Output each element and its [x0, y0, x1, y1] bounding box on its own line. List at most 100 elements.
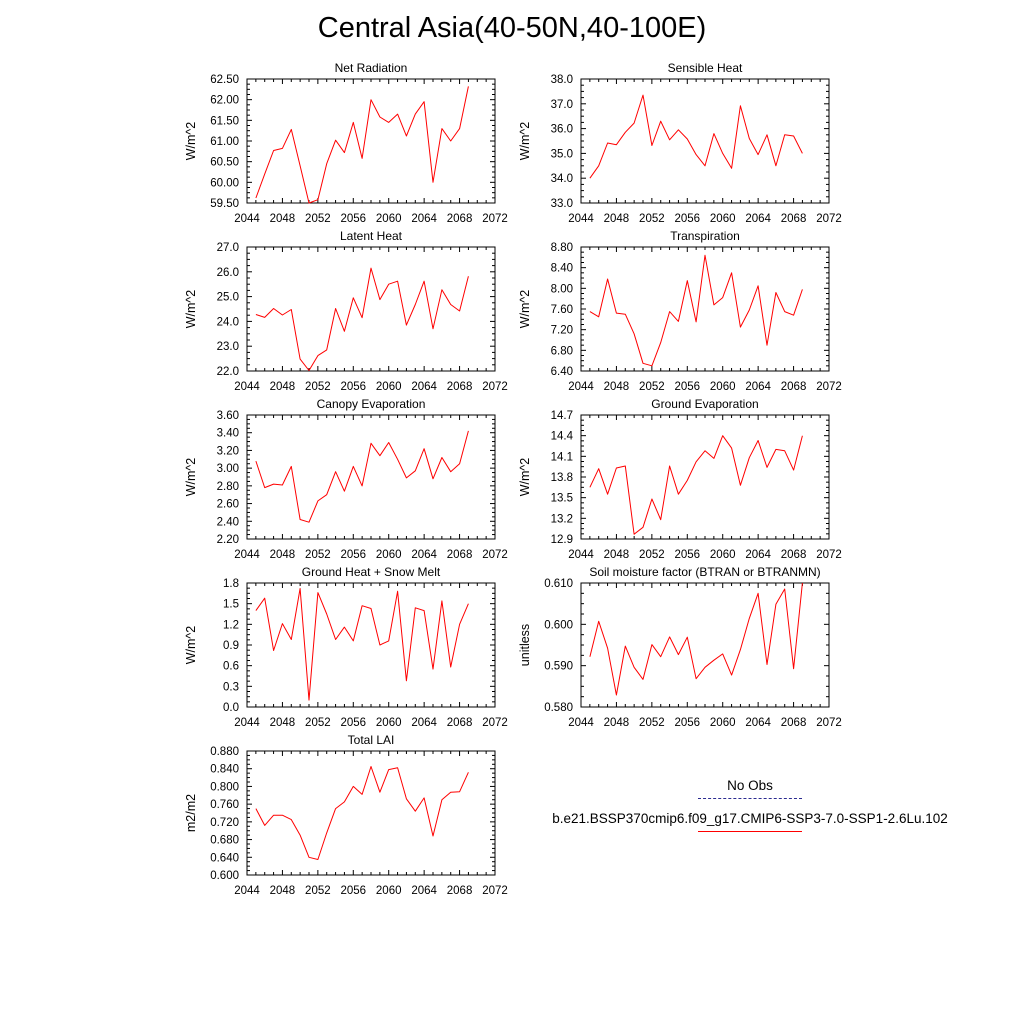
- y-tick-label: 22.0: [217, 366, 239, 378]
- panel-4: Transpiration W/m^2 2044 2048 2052 2056 2060 20…: [518, 229, 842, 393]
- data-point: [695, 320, 698, 323]
- y-tick-label: 13.2: [551, 513, 573, 525]
- x-tick-label: 2052: [305, 213, 331, 225]
- y-tick-label: 2.20: [217, 534, 239, 546]
- data-point: [783, 449, 786, 452]
- x-tick-label: 2060: [710, 381, 736, 393]
- data-point: [650, 144, 653, 147]
- data-point: [387, 283, 390, 286]
- y-tick-label: 0.3: [223, 681, 239, 693]
- data-point: [650, 364, 653, 367]
- data-point: [272, 483, 275, 486]
- data-point: [343, 490, 346, 493]
- y-tick-label: 14.4: [551, 431, 574, 443]
- data-point: [721, 152, 724, 155]
- data-point: [370, 765, 373, 768]
- x-tick-label: 2064: [745, 717, 771, 729]
- y-tick-label: 13.5: [551, 493, 573, 505]
- y-tick-label: 1.5: [223, 599, 239, 611]
- data-point: [597, 620, 600, 623]
- data-point: [440, 456, 443, 459]
- y-tick-label: 1.2: [223, 619, 239, 631]
- data-point: [757, 153, 760, 156]
- data-point: [597, 315, 600, 318]
- data-point: [396, 113, 399, 116]
- data-point: [432, 835, 435, 838]
- data-point: [766, 133, 769, 136]
- y-tick-label: 12.9: [551, 534, 573, 546]
- y-axis-label: W/m^2: [518, 122, 532, 161]
- data-point: [449, 791, 452, 794]
- x-tick-label: 2056: [340, 381, 366, 393]
- data-point: [387, 121, 390, 124]
- y-tick-label: 37.0: [551, 99, 573, 111]
- data-point: [405, 324, 408, 327]
- x-tick-label: 2064: [411, 381, 437, 393]
- data-point: [458, 127, 461, 130]
- data-point: [624, 131, 627, 134]
- plot-frame: [246, 246, 496, 372]
- data-point: [712, 659, 715, 662]
- x-tick-label: 2056: [340, 213, 366, 225]
- data-point: [334, 638, 337, 641]
- data-point: [467, 275, 470, 278]
- x-tick-label: 2044: [234, 885, 260, 897]
- series-line-1: [589, 254, 803, 367]
- data-point: [378, 644, 381, 647]
- data-point: [467, 85, 470, 88]
- series-line-1: [255, 588, 469, 701]
- data-point: [432, 181, 435, 184]
- plot-frame: [246, 78, 496, 204]
- data-point: [308, 521, 311, 524]
- x-tick-label: 2048: [604, 381, 630, 393]
- data-point: [414, 303, 417, 306]
- data-point: [334, 139, 337, 142]
- data-point: [686, 138, 689, 141]
- data-point: [783, 310, 786, 313]
- data-point: [659, 120, 662, 123]
- data-point: [432, 327, 435, 330]
- series-line-1: [255, 430, 469, 523]
- y-tick-label: 0.680: [210, 835, 239, 847]
- x-tick-label: 2068: [781, 549, 807, 561]
- y-tick-label: 0.720: [210, 817, 239, 829]
- data-point: [695, 677, 698, 680]
- x-tick-label: 2068: [447, 717, 473, 729]
- data-point: [387, 639, 390, 642]
- y-tick-label: 3.40: [217, 428, 239, 440]
- data-point: [792, 314, 795, 317]
- data-point: [801, 152, 804, 155]
- data-point: [281, 484, 284, 487]
- x-tick-label: 2072: [816, 213, 842, 225]
- data-point: [606, 493, 609, 496]
- data-point: [370, 442, 373, 445]
- x-tick-label: 2060: [376, 549, 402, 561]
- x-tick-label: 2048: [604, 213, 630, 225]
- series-line-1: [255, 267, 469, 371]
- data-point: [588, 486, 591, 489]
- data-point: [254, 609, 257, 612]
- data-point: [334, 807, 337, 810]
- x-tick-label: 2052: [305, 381, 331, 393]
- data-point: [343, 626, 346, 629]
- y-tick-label: 26.0: [217, 267, 239, 279]
- y-tick-label: 7.60: [551, 304, 573, 316]
- data-point: [766, 663, 769, 666]
- x-tick-label: 2068: [447, 885, 473, 897]
- data-point: [396, 766, 399, 769]
- data-point: [361, 793, 364, 796]
- data-point: [757, 439, 760, 442]
- y-tick-label: 36.0: [551, 124, 573, 136]
- x-tick-label: 2068: [447, 381, 473, 393]
- data-point: [757, 284, 760, 287]
- data-point: [659, 341, 662, 344]
- y-tick-label: 27.0: [217, 242, 239, 254]
- data-point: [440, 288, 443, 291]
- data-point: [290, 818, 293, 821]
- y-tick-label: 3.00: [217, 463, 239, 475]
- data-point: [633, 332, 636, 335]
- data-point: [792, 135, 795, 138]
- panel-5: Canopy Evaporation W/m^2 2044 2048 2052 2056 2…: [184, 397, 508, 561]
- x-tick-label: 2052: [639, 381, 665, 393]
- y-axis-label: W/m^2: [518, 458, 532, 497]
